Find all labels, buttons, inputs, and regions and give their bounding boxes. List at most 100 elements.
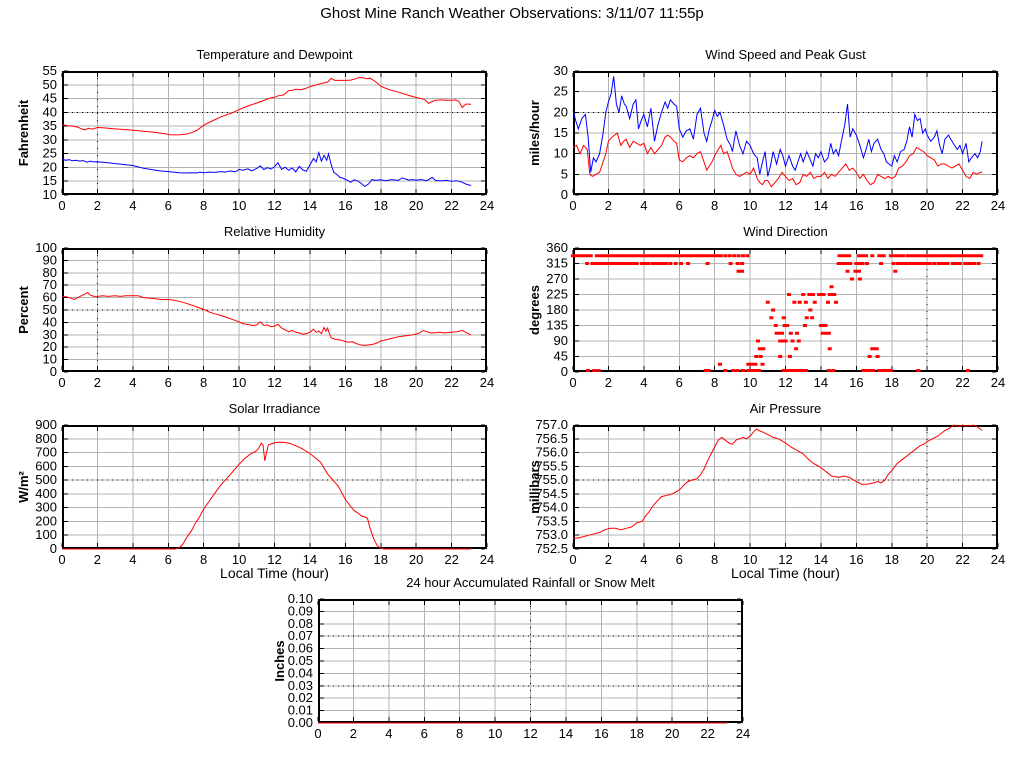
x-tick-label: 12 [778, 552, 792, 567]
x-tick-label: 16 [338, 552, 352, 567]
x-tick-label: 22 [444, 375, 458, 390]
x-tick-label: 6 [676, 552, 683, 567]
x-tick-label: 14 [303, 198, 317, 213]
y-tick-label: 0.09 [288, 603, 313, 618]
x-tick-label: 8 [200, 198, 207, 213]
x-tick-label: 12 [778, 198, 792, 213]
x-tick-label: 2 [605, 552, 612, 567]
x-tick-label: 10 [232, 552, 246, 567]
x-tick-label: 2 [94, 552, 101, 567]
x-tick-label: 4 [640, 198, 647, 213]
y-tick-label: 800 [35, 431, 57, 446]
y-tick-label: 5 [561, 166, 568, 181]
x-axis-label-local-time-left: Local Time (hour) [220, 565, 329, 581]
chart-title-temperature-dewpoint: Temperature and Dewpoint [196, 47, 353, 62]
chart-title-rainfall: 24 hour Accumulated Rainfall or Snow Mel… [406, 575, 655, 590]
y-tick-label: 25 [43, 146, 57, 161]
series-temperature [61, 76, 472, 136]
x-tick-label: 24 [480, 552, 494, 567]
x-tick-label: 22 [955, 552, 969, 567]
x-tick-label: 2 [350, 726, 357, 741]
x-tick-label: 4 [129, 198, 136, 213]
y-tick-label: 0.06 [288, 641, 313, 656]
y-tick-label: 0.05 [288, 653, 313, 668]
y-tick-label: 90 [554, 333, 568, 348]
x-tick-label: 6 [676, 198, 683, 213]
y-tick-label: 20 [554, 104, 568, 119]
y-tick-label: 400 [35, 486, 57, 501]
x-tick-label: 14 [303, 375, 317, 390]
y-tick-label: 756.5 [535, 431, 568, 446]
chart-canvas-wind-direction: 0 2 4 6 8 10 12 14 16 18 20 22 240459013518022527031… [546, 240, 1005, 390]
x-tick-label: 14 [814, 552, 828, 567]
y-tick-label: 15 [554, 125, 568, 140]
y-tick-label: 60 [43, 290, 57, 305]
x-tick-label: 24 [991, 375, 1005, 390]
series-solar [62, 441, 472, 550]
x-tick-label: 4 [640, 375, 647, 390]
y-tick-label: 55 [43, 63, 57, 78]
x-tick-label: 4 [129, 552, 136, 567]
x-tick-label: 0 [569, 198, 576, 213]
y-tick-label: 0.00 [288, 715, 313, 730]
y-tick-label: 753.5 [535, 513, 568, 528]
x-tick-label: 12 [523, 726, 537, 741]
x-tick-label: 22 [444, 198, 458, 213]
chart-title-relative-humidity: Relative Humidity [223, 224, 326, 239]
series-pressure [573, 424, 983, 539]
x-tick-label: 16 [849, 552, 863, 567]
y-tick-label: 300 [35, 500, 57, 515]
x-tick-label: 2 [94, 198, 101, 213]
y-tick-label: 0.10 [288, 591, 313, 606]
x-tick-label: 6 [676, 375, 683, 390]
x-tick-label: 20 [665, 726, 679, 741]
series-dewpoint [61, 150, 472, 188]
chart-canvas-solar-irradiance: 0 2 4 6 8 10 12 14 16 18 20 22 240100200300400500600… [35, 417, 494, 567]
x-tick-label: 12 [267, 552, 281, 567]
x-tick-label: 24 [991, 552, 1005, 567]
y-tick-label: 180 [546, 302, 568, 317]
x-tick-label: 14 [559, 726, 573, 741]
x-tick-label: 8 [711, 552, 718, 567]
y-tick-label: 10 [554, 146, 568, 161]
x-tick-label: 18 [374, 375, 388, 390]
y-tick-label: 753.0 [535, 527, 568, 542]
y-tick-label: 200 [35, 513, 57, 528]
x-tick-label: 22 [955, 198, 969, 213]
x-tick-label: 18 [374, 198, 388, 213]
y-tick-label: 0.08 [288, 616, 313, 631]
x-tick-label: 16 [338, 375, 352, 390]
y-tick-label: 100 [35, 240, 57, 255]
y-tick-label: 0.04 [288, 665, 313, 680]
y-tick-label: 225 [546, 287, 568, 302]
y-tick-label: 100 [35, 527, 57, 542]
x-tick-label: 10 [743, 198, 757, 213]
x-tick-label: 12 [267, 375, 281, 390]
x-tick-label: 10 [488, 726, 502, 741]
x-tick-label: 4 [640, 552, 647, 567]
x-tick-label: 0 [58, 375, 65, 390]
x-tick-label: 18 [885, 552, 899, 567]
x-tick-label: 18 [374, 552, 388, 567]
y-tick-label: 45 [43, 91, 57, 106]
y-tick-label: 50 [43, 302, 57, 317]
y-tick-label: 755.0 [535, 472, 568, 487]
series-peak-gust [572, 76, 983, 177]
chart-canvas-relative-humidity: 0 2 4 6 8 10 12 14 16 18 20 22 240102030405060708090… [35, 240, 494, 390]
y-tick-label: 700 [35, 445, 57, 460]
y-axis-label-watts-per-m2: W/m² [16, 471, 31, 503]
y-tick-label: 754.0 [535, 500, 568, 515]
x-tick-label: 16 [849, 375, 863, 390]
y-tick-label: 600 [35, 458, 57, 473]
y-axis-label-fahrenheit: Fahrenheit [16, 99, 31, 167]
y-tick-label: 70 [43, 277, 57, 292]
x-tick-label: 0 [569, 375, 576, 390]
scatter-wind-direction-readings [571, 254, 984, 372]
y-tick-label: 40 [43, 104, 57, 119]
y-tick-label: 0 [50, 541, 57, 556]
x-tick-label: 6 [165, 375, 172, 390]
x-tick-label: 20 [409, 552, 423, 567]
y-tick-label: 755.5 [535, 458, 568, 473]
